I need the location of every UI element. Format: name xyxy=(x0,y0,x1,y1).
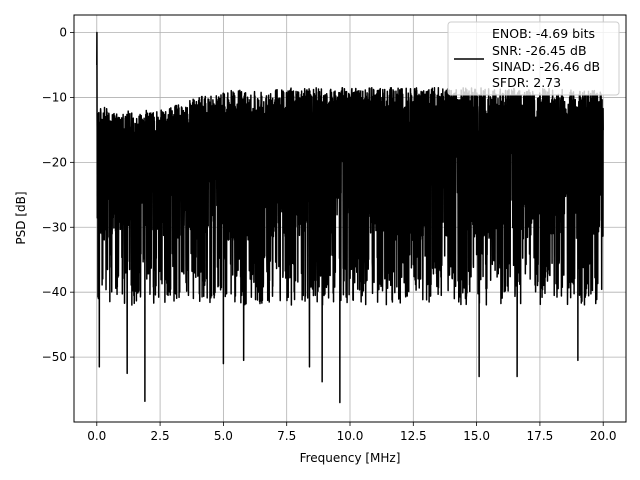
y-tick-label: −50 xyxy=(42,350,67,364)
x-tick-label: 10.0 xyxy=(337,429,364,443)
x-tick-label: 2.5 xyxy=(151,429,170,443)
legend: ENOB: -4.69 bits SNR: -26.45 dB SINAD: -… xyxy=(447,21,620,96)
legend-sinad: SINAD: -26.46 dB xyxy=(492,59,600,74)
x-tick-label: 5.0 xyxy=(214,429,233,443)
y-tick-label: −10 xyxy=(42,90,67,104)
legend-enob: ENOB: -4.69 bits xyxy=(492,26,595,41)
x-tick-label: 20.0 xyxy=(590,429,617,443)
y-tick-label: −30 xyxy=(42,220,67,234)
x-tick-label: 7.5 xyxy=(277,429,296,443)
x-axis-label: Frequency [MHz] xyxy=(300,451,401,465)
y-tick-label: −20 xyxy=(42,155,67,169)
y-tick-label: −40 xyxy=(42,285,67,299)
y-tick-label: 0 xyxy=(59,26,67,40)
x-tick-label: 17.5 xyxy=(527,429,554,443)
psd-trace xyxy=(96,31,604,404)
x-axis: 0.0 2.5 5.0 7.5 10.0 12.5 15.0 17.5 20.0 xyxy=(87,422,617,443)
legend-sfdr: SFDR: 2.73 xyxy=(492,75,561,90)
x-tick-label: 0.0 xyxy=(87,429,106,443)
legend-box xyxy=(447,21,620,96)
x-tick-label: 15.0 xyxy=(463,429,490,443)
series-layer xyxy=(96,31,604,404)
y-axis-label: PSD [dB] xyxy=(14,191,28,244)
x-tick-label: 12.5 xyxy=(400,429,427,443)
legend-snr: SNR: -26.45 dB xyxy=(492,43,587,58)
y-axis: 0 −10 −20 −30 −40 −50 xyxy=(42,26,74,364)
